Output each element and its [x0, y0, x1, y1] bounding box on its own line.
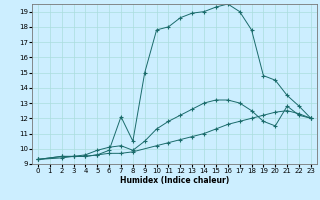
X-axis label: Humidex (Indice chaleur): Humidex (Indice chaleur)	[120, 176, 229, 185]
